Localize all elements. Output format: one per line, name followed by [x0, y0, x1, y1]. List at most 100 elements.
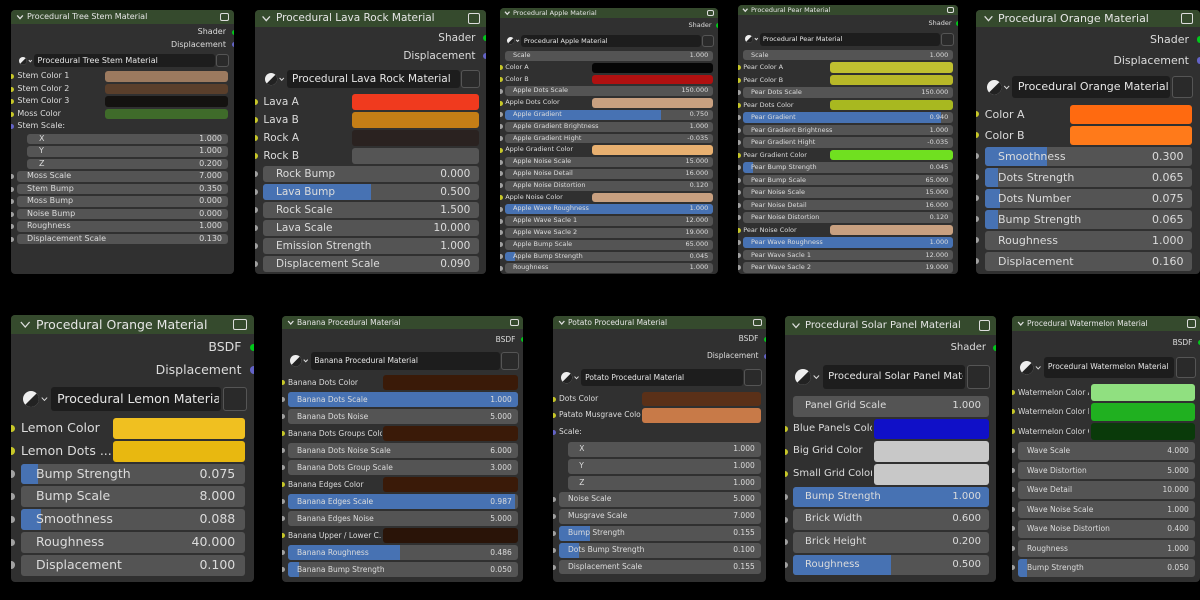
- value-slider[interactable]: Panel Grid Scale 1.000: [793, 395, 989, 417]
- value-slider[interactable]: Bump Strength 0.075: [21, 463, 246, 485]
- value-slider[interactable]: Pear Gradient Hight -0.035: [743, 137, 954, 148]
- material-selector[interactable]: Procedural Tree Stem Material: [16, 54, 230, 68]
- color-swatch[interactable]: [1090, 422, 1195, 441]
- color-swatch[interactable]: [352, 111, 479, 128]
- collapse-icon[interactable]: [558, 316, 566, 329]
- value-slider[interactable]: Roughness 1.000: [1018, 539, 1195, 558]
- value-slider[interactable]: Displacement Scale 0.155: [559, 559, 761, 575]
- value-slider[interactable]: Apple Bump Scale 65.000: [505, 239, 714, 250]
- value-slider[interactable]: Emission Strength 1.000: [263, 237, 479, 254]
- value-slider[interactable]: Banana Dots Noise 5.000: [288, 409, 518, 425]
- material-selector[interactable]: Procedural Orange Material: [983, 76, 1194, 99]
- node-header[interactable]: Procedural Orange Material: [11, 315, 254, 334]
- value-slider[interactable]: Smoothness 0.088: [21, 509, 246, 530]
- fake-user-icon[interactable]: [702, 34, 715, 48]
- value-slider[interactable]: Dots Strength 0.065: [984, 167, 1193, 187]
- node-icon[interactable]: [232, 318, 247, 331]
- node-panel[interactable]: Procedural Orange Material Shader Displace…: [976, 10, 1200, 274]
- collapse-icon[interactable]: [983, 10, 994, 27]
- node-icon[interactable]: [946, 7, 955, 13]
- color-swatch[interactable]: [591, 98, 714, 109]
- node-panel[interactable]: Procedural Apple Material Shader Procedura…: [500, 8, 718, 274]
- material-field[interactable]: Procedural Watermelon Material: [1044, 357, 1175, 378]
- node-header[interactable]: Procedural Lava Rock Material: [255, 10, 486, 27]
- node-panel[interactable]: Banana Procedural Material BSDF Banana Pro…: [282, 316, 523, 582]
- material-icon[interactable]: [986, 79, 1012, 96]
- value-slider[interactable]: X 1.000: [27, 133, 229, 145]
- value-slider[interactable]: Apple Gradient 0.750: [505, 110, 714, 120]
- value-slider[interactable]: Banana Dots Noise Scale 6.000: [288, 443, 518, 459]
- value-slider[interactable]: Bump Strength 0.050: [1018, 559, 1195, 577]
- value-slider[interactable]: Roughness 1.000: [984, 230, 1193, 250]
- collapse-icon[interactable]: [504, 8, 511, 18]
- material-icon[interactable]: [506, 36, 521, 45]
- color-swatch[interactable]: [830, 149, 954, 161]
- node-panel[interactable]: Procedural Solar Panel Material Shader Pro…: [785, 316, 996, 582]
- value-slider[interactable]: Rock Bump 0.000: [263, 165, 479, 182]
- value-slider[interactable]: Pear Wave Sacle 1 12.000: [743, 249, 954, 261]
- value-slider[interactable]: Wave Scale 4.000: [1018, 442, 1195, 460]
- value-slider[interactable]: Bump Strength 1.000: [793, 486, 989, 508]
- material-selector[interactable]: Procedural Lava Rock Material: [261, 69, 480, 89]
- material-field[interactable]: Procedural Lemon Material: [50, 387, 222, 412]
- color-swatch[interactable]: [352, 129, 479, 146]
- color-swatch[interactable]: [873, 463, 989, 485]
- value-slider[interactable]: Pear Wave Roughness 1.000: [743, 237, 954, 248]
- color-swatch[interactable]: [830, 62, 954, 73]
- color-swatch[interactable]: [1070, 104, 1193, 124]
- collapse-icon[interactable]: [1017, 316, 1025, 331]
- material-selector[interactable]: Potato Procedural Material: [558, 368, 762, 387]
- node-icon[interactable]: [706, 10, 715, 16]
- value-slider[interactable]: Apple Dots Scale 150.000: [505, 86, 714, 97]
- material-field[interactable]: Banana Procedural Material: [310, 352, 500, 371]
- material-selector[interactable]: Procedural Solar Panel Material: [791, 365, 990, 390]
- fake-user-icon[interactable]: [1175, 357, 1196, 378]
- material-icon[interactable]: [289, 354, 310, 367]
- collapse-icon[interactable]: [19, 315, 32, 334]
- value-slider[interactable]: Displacement 0.100: [21, 554, 246, 576]
- color-swatch[interactable]: [1090, 403, 1195, 421]
- node-header[interactable]: Banana Procedural Material: [282, 316, 523, 329]
- node-icon[interactable]: [468, 13, 480, 24]
- value-slider[interactable]: Z 0.200: [27, 158, 229, 170]
- node-icon[interactable]: [510, 318, 519, 327]
- color-swatch[interactable]: [873, 418, 989, 440]
- value-slider[interactable]: Z 1.000: [568, 475, 761, 491]
- value-slider[interactable]: Wave Detail 10.000: [1018, 481, 1195, 499]
- node-header[interactable]: Procedural Orange Material: [976, 10, 1200, 27]
- color-swatch[interactable]: [830, 99, 954, 111]
- node-header[interactable]: Procedural Solar Panel Material: [785, 316, 996, 335]
- material-icon[interactable]: [264, 72, 287, 86]
- value-slider[interactable]: Dots Number 0.075: [984, 188, 1193, 208]
- value-slider[interactable]: Dots Bump Strength 0.100: [559, 542, 761, 558]
- value-slider[interactable]: Banana Roughness 0.486: [288, 545, 518, 561]
- value-slider[interactable]: Musgrave Scale 7.000: [559, 509, 761, 525]
- value-slider[interactable]: Brick Width 0.600: [793, 509, 989, 531]
- value-slider[interactable]: Pear Bump Strength 0.045: [743, 162, 954, 173]
- value-slider[interactable]: Rock Scale 1.500: [263, 201, 479, 218]
- material-icon[interactable]: [794, 368, 823, 386]
- value-slider[interactable]: Apple Wave Sacle 1 12.000: [505, 216, 714, 227]
- node-panel[interactable]: Procedural Pear Material Shader Procedural…: [738, 5, 958, 274]
- material-field[interactable]: Procedural Orange Material: [1012, 76, 1171, 99]
- color-swatch[interactable]: [383, 375, 518, 391]
- color-swatch[interactable]: [104, 108, 229, 120]
- value-slider[interactable]: Roughness 0.500: [793, 554, 989, 576]
- value-slider[interactable]: Apple Bump Strength 0.045: [505, 251, 714, 262]
- fake-user-icon[interactable]: [1171, 76, 1194, 99]
- color-swatch[interactable]: [104, 71, 229, 82]
- collapse-icon[interactable]: [261, 10, 272, 27]
- node-header[interactable]: Potato Procedural Material: [553, 316, 766, 329]
- value-slider[interactable]: Pear Gradient Brightness 1.000: [743, 124, 954, 136]
- collapse-icon[interactable]: [287, 316, 295, 329]
- value-slider[interactable]: Pear Bump Scale 65.000: [743, 174, 954, 186]
- value-slider[interactable]: Displacement 0.160: [984, 251, 1193, 271]
- node-header[interactable]: Procedural Pear Material: [738, 5, 958, 15]
- material-selector[interactable]: Procedural Apple Material: [504, 34, 715, 48]
- material-field[interactable]: Procedural Lava Rock Material: [286, 69, 460, 89]
- value-slider[interactable]: Wave Noise Distortion 0.400: [1018, 520, 1195, 538]
- node-icon[interactable]: [1187, 319, 1196, 328]
- value-slider[interactable]: Banana Edges Noise 5.000: [288, 511, 518, 527]
- value-slider[interactable]: Pear Noise Distortion 0.120: [743, 212, 954, 223]
- collapse-icon[interactable]: [16, 10, 24, 24]
